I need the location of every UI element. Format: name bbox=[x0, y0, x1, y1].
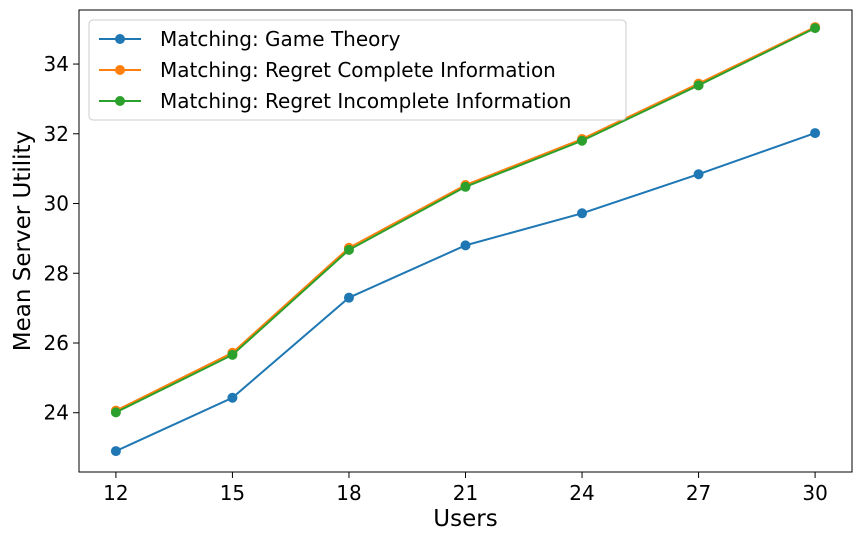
legend-marker bbox=[115, 34, 125, 44]
legend-marker bbox=[115, 65, 125, 75]
y-axis-label: Mean Server Utility bbox=[10, 131, 36, 351]
y-tick-label: 30 bbox=[44, 192, 69, 216]
data-point bbox=[810, 128, 821, 139]
data-point bbox=[693, 169, 704, 180]
data-point bbox=[343, 244, 354, 255]
data-point bbox=[110, 446, 121, 457]
data-point bbox=[227, 349, 238, 360]
data-point bbox=[460, 240, 471, 251]
legend-entry: Matching: Game Theory bbox=[99, 27, 401, 51]
x-tick-label: 30 bbox=[802, 481, 827, 505]
series-1 bbox=[110, 128, 821, 457]
legend-marker bbox=[115, 96, 125, 106]
x-tick-label: 18 bbox=[336, 481, 361, 505]
legend: Matching: Game Theory Matching: Regret Co… bbox=[88, 19, 627, 121]
x-tick-label: 24 bbox=[569, 481, 594, 505]
data-point bbox=[227, 392, 238, 403]
plot-area bbox=[110, 22, 821, 457]
y-tick-label: 28 bbox=[44, 261, 69, 285]
legend-box bbox=[88, 19, 627, 121]
y-tick-label: 24 bbox=[44, 401, 69, 425]
data-point bbox=[343, 292, 354, 303]
data-point bbox=[110, 407, 121, 418]
y-tick-label: 26 bbox=[44, 331, 69, 355]
y-tick-label: 32 bbox=[44, 122, 69, 146]
x-axis: 12 15 18 21 24 27 30 bbox=[103, 472, 828, 505]
legend-entry: Matching: Regret Incomplete Information bbox=[99, 89, 571, 113]
data-point bbox=[693, 80, 704, 91]
legend-label: Matching: Regret Complete Information bbox=[160, 58, 556, 82]
data-point bbox=[460, 181, 471, 192]
series-3 bbox=[110, 23, 821, 418]
legend-label: Matching: Game Theory bbox=[160, 27, 401, 51]
data-point bbox=[577, 208, 588, 219]
legend-entry: Matching: Regret Complete Information bbox=[99, 58, 556, 82]
data-point bbox=[810, 23, 821, 34]
x-axis-label: Users bbox=[433, 506, 497, 532]
y-axis: 24 26 28 30 32 34 bbox=[44, 52, 79, 425]
legend-label: Matching: Regret Incomplete Information bbox=[160, 89, 571, 113]
y-tick-label: 34 bbox=[44, 52, 69, 76]
x-tick-label: 15 bbox=[220, 481, 245, 505]
data-point bbox=[577, 135, 588, 146]
x-tick-label: 12 bbox=[103, 481, 128, 505]
x-tick-label: 27 bbox=[686, 481, 711, 505]
x-tick-label: 21 bbox=[453, 481, 478, 505]
